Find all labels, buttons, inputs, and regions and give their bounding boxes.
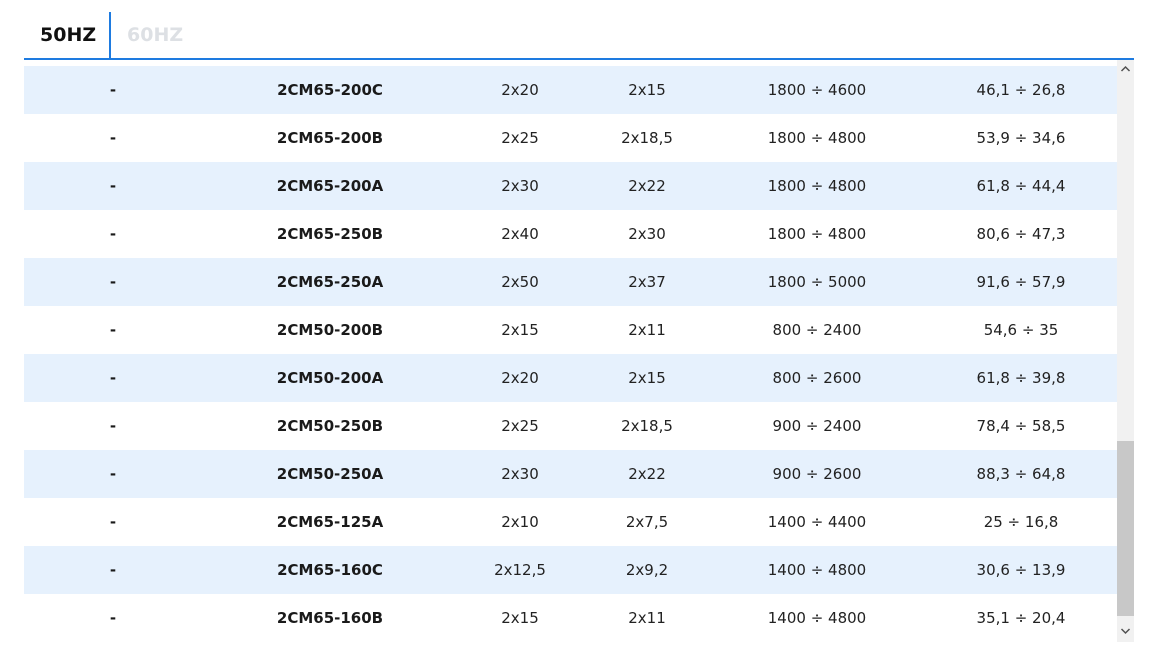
- table-cell: 2x25: [501, 129, 539, 147]
- table-row: - 2CM65-250B 2x40 2x30 1800 ÷ 4800 80,6 ÷ 47,…: [24, 210, 1117, 258]
- table-cell: 2x20: [501, 369, 539, 387]
- table-cell: 1800 ÷ 4800: [767, 177, 867, 195]
- table-cell: -: [109, 129, 117, 147]
- table-row: - 2CM65-125A 2x10 2x7,5 1400 ÷ 4400 25 ÷ 16,8: [24, 498, 1117, 546]
- table-cell: 88,3 ÷ 64,8: [976, 465, 1066, 483]
- table-cell: 2x10: [501, 513, 539, 531]
- table-cell: 25 ÷ 16,8: [983, 513, 1059, 531]
- table-cell: 91,6 ÷ 57,9: [976, 273, 1066, 291]
- table-cell: 1400 ÷ 4800: [767, 609, 867, 627]
- table-cell: 30,6 ÷ 13,9: [976, 561, 1066, 579]
- table-row: - 2CM65-200B 2x25 2x18,5 1800 ÷ 4800 53,9 ÷ 3…: [24, 114, 1117, 162]
- table-row: - 2CM50-200A 2x20 2x15 800 ÷ 2600 61,8 ÷ 39,8: [24, 354, 1117, 402]
- tab-divider: [109, 12, 111, 59]
- table-row: - 2CM65-250A 2x50 2x37 1800 ÷ 5000 91,6 ÷ 57,…: [24, 258, 1117, 306]
- table-cell: -: [109, 81, 117, 99]
- table-cell: 2x7,5: [625, 513, 669, 531]
- table-cell: 1800 ÷ 5000: [767, 273, 867, 291]
- table-cell: 1800 ÷ 4800: [767, 129, 867, 147]
- table-cell: -: [109, 225, 117, 243]
- table-cell: 2x22: [628, 177, 666, 195]
- table-cell: 46,1 ÷ 26,8: [976, 81, 1066, 99]
- table-cell: 2CM65-250A: [276, 273, 384, 291]
- table-cell: -: [109, 513, 117, 531]
- table-cell: 2CM50-200A: [276, 369, 384, 387]
- table-cell: -: [109, 321, 117, 339]
- table-cell: 900 ÷ 2400: [772, 417, 862, 435]
- table-cell: 2x11: [628, 321, 666, 339]
- table-cell: -: [109, 417, 117, 435]
- table-cell: 800 ÷ 2400: [772, 321, 862, 339]
- table-cell: 2CM65-160B: [276, 609, 384, 627]
- table-cell: 2CM65-200A: [276, 177, 384, 195]
- table-cell: 2x15: [628, 369, 666, 387]
- table-cell: 2CM65-200B: [276, 129, 384, 147]
- table-cell: 2x25: [501, 417, 539, 435]
- table-cell: 800 ÷ 2600: [772, 369, 862, 387]
- tab-50hz[interactable]: 50HZ: [40, 24, 97, 46]
- table-cell: 80,6 ÷ 47,3: [976, 225, 1066, 243]
- table-cell: -: [109, 465, 117, 483]
- table-cell: 35,1 ÷ 20,4: [976, 609, 1066, 627]
- scroll-arrows[interactable]: [1117, 60, 1134, 642]
- table-row: - 2CM65-200A 2x30 2x22 1800 ÷ 4800 61,8 ÷ 44,…: [24, 162, 1117, 210]
- table-cell: 2CM50-250B: [276, 417, 384, 435]
- table-cell: -: [109, 561, 117, 579]
- table-cell: 2x22: [628, 465, 666, 483]
- tab-underline: [24, 58, 1134, 60]
- table-cell: 2x20: [501, 81, 539, 99]
- table-cell: 2x37: [628, 273, 666, 291]
- table-row: - 2CM65-160B 2x15 2x11 1400 ÷ 4800 35,1 ÷ 20,…: [24, 594, 1117, 642]
- table-cell: 1400 ÷ 4800: [767, 561, 867, 579]
- table-cell: 2CM65-125A: [276, 513, 384, 531]
- table-row: - 2CM50-250B 2x25 2x18,5 900 ÷ 2400 78,4 ÷ 58…: [24, 402, 1117, 450]
- table-cell: 2x11: [628, 609, 666, 627]
- table-cell: 2CM65-200C: [277, 81, 383, 99]
- table-cell: 2CM65-160C: [277, 561, 383, 579]
- table-cell: 2CM65-250B: [276, 225, 384, 243]
- table-cell: 2CM50-250A: [276, 465, 384, 483]
- table-cell: 2x50: [501, 273, 539, 291]
- table-cell: 53,9 ÷ 34,6: [976, 129, 1066, 147]
- table-cell: -: [109, 177, 117, 195]
- table-cell: 2x30: [501, 177, 539, 195]
- table-row: - 2CM65-200C 2x20 2x15 1800 ÷ 4600 46,1 ÷ 26,…: [24, 66, 1117, 114]
- table-cell: 900 ÷ 2600: [772, 465, 862, 483]
- table-cell: 2x18,5: [621, 417, 673, 435]
- table-row: - 2CM50-250A 2x30 2x22 900 ÷ 2600 88,3 ÷ 64,8: [24, 450, 1117, 498]
- table-cell: 61,8 ÷ 39,8: [976, 369, 1066, 387]
- table-cell: 1400 ÷ 4400: [767, 513, 867, 531]
- table-cell: 1800 ÷ 4600: [767, 81, 867, 99]
- table-cell: -: [109, 609, 117, 627]
- scrollbar-thumb[interactable]: [1117, 441, 1134, 616]
- table-cell: 2x40: [501, 225, 539, 243]
- table-cell: 2x15: [628, 81, 666, 99]
- table-cell: 2x12,5: [494, 561, 546, 579]
- table-cell: 1800 ÷ 4800: [767, 225, 867, 243]
- table-cell: 2x30: [501, 465, 539, 483]
- table-cell: 2CM50-200B: [276, 321, 384, 339]
- table-row: - 2CM65-160C 2x12,5 2x9,2 1400 ÷ 4800 30,6 ÷ …: [24, 546, 1117, 594]
- table-cell: -: [109, 273, 117, 291]
- table-cell: 61,8 ÷ 44,4: [976, 177, 1066, 195]
- tab-60hz[interactable]: 60HZ: [127, 24, 184, 46]
- table-cell: 2x30: [628, 225, 666, 243]
- table-cell: 2x15: [501, 321, 539, 339]
- table-cell: 2x9,2: [625, 561, 669, 579]
- table-cell: 2x18,5: [621, 129, 673, 147]
- table-cell: 54,6 ÷ 35: [983, 321, 1059, 339]
- table-cell: 2x15: [501, 609, 539, 627]
- table-cell: 78,4 ÷ 58,5: [976, 417, 1066, 435]
- table-cell: -: [109, 369, 117, 387]
- table-row: - 2CM50-200B 2x15 2x11 800 ÷ 2400 54,6 ÷ 35: [24, 306, 1117, 354]
